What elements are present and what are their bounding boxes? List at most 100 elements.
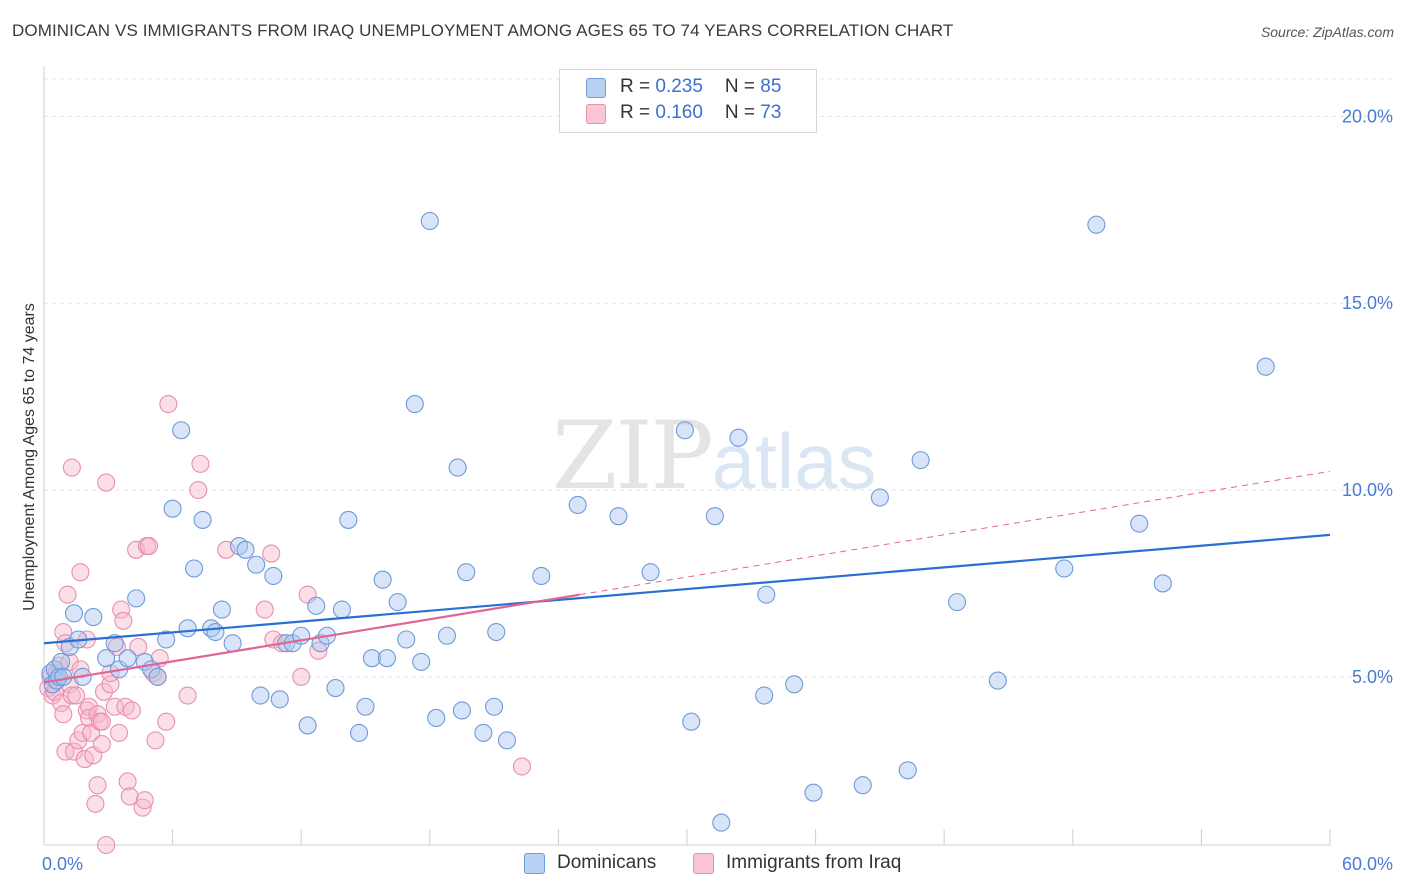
dominican-point	[163, 499, 182, 518]
series-dominicans-points	[41, 211, 1275, 832]
dominican-point	[127, 589, 146, 608]
iraq-point	[135, 791, 154, 810]
iraq-point	[139, 537, 159, 556]
iraq-trend-extension	[579, 470, 1331, 596]
series-legend: Dominicans Immigrants from Iraq	[0, 850, 1406, 880]
dominican-point	[412, 652, 431, 671]
dominican-point	[356, 697, 375, 716]
chart-title: DOMINICAN VS IMMIGRANTS FROM IRAQ UNEMPL…	[12, 21, 954, 40]
dominican-point	[804, 783, 823, 802]
dominican-point	[870, 488, 889, 507]
iraq-point	[122, 701, 141, 720]
legend-r-value: 0.160	[655, 102, 703, 123]
dominican-point	[397, 630, 416, 649]
axes	[43, 66, 1331, 846]
legend-n-value: 73	[760, 102, 782, 123]
dominican-point	[264, 566, 283, 586]
legend-r-label: R =	[620, 76, 656, 97]
dominican-point	[172, 421, 191, 440]
dominican-point	[853, 776, 872, 795]
dominican-point	[1087, 215, 1106, 234]
legend-label-iraq: Immigrants from Iraq	[726, 852, 902, 873]
dominican-point	[311, 634, 330, 653]
dominican-point	[1153, 574, 1172, 593]
x-tick-label: 0.0%	[42, 854, 83, 874]
iraq-point	[292, 667, 311, 686]
iraq-point	[129, 637, 148, 657]
iraq-point	[67, 686, 86, 705]
dominican-point	[457, 563, 476, 582]
dominican-point	[251, 686, 270, 705]
dominican-point	[729, 428, 748, 447]
dominican-point	[420, 211, 439, 231]
dominican-point	[988, 671, 1007, 690]
legend-r-value: 0.235	[655, 76, 703, 97]
iraq-point	[112, 600, 131, 619]
iraq-point	[64, 742, 84, 761]
iraq-point	[133, 798, 152, 817]
iraq-point	[255, 600, 274, 619]
iraq-point	[92, 712, 111, 731]
iraq-point	[189, 480, 208, 500]
dominican-point	[270, 690, 289, 709]
dominican-point	[157, 630, 176, 649]
dominican-point	[497, 731, 517, 750]
dominican-point	[97, 649, 116, 668]
iraq-point	[114, 611, 133, 630]
iraq-point	[71, 563, 90, 582]
legend-r-label: R =	[620, 102, 656, 123]
iraq-point	[97, 835, 116, 855]
source-label: Source: ZipAtlas.com	[1260, 24, 1394, 40]
dominican-point	[452, 701, 472, 720]
dominican-point	[326, 679, 345, 698]
dominican-point	[362, 649, 381, 668]
dominican-point	[485, 697, 504, 716]
dominican-point	[148, 667, 167, 686]
dominican-point	[785, 675, 804, 694]
series-iraq-points	[39, 395, 532, 855]
watermark-atlas: atlas	[711, 417, 877, 505]
iraq-point	[58, 585, 77, 604]
iraq-point	[97, 473, 116, 492]
y-tick-label: 20.0%	[1342, 106, 1393, 126]
iraq-trend-line	[43, 593, 581, 684]
iraq-point	[159, 395, 178, 414]
legend-n-label: N =	[724, 76, 761, 97]
dominican-point	[609, 507, 628, 526]
iraq-point	[75, 750, 94, 769]
iraq-point	[92, 735, 111, 754]
iraq-point	[120, 787, 139, 806]
dominican-point	[1130, 514, 1149, 533]
dominican-point	[388, 593, 407, 612]
dominican-point	[757, 585, 776, 604]
dominican-point	[682, 712, 701, 731]
iraq-point	[45, 682, 64, 701]
dominican-point	[332, 600, 351, 619]
iraq-point	[88, 776, 107, 795]
legend-swatch-blue	[524, 853, 545, 874]
iraq-point	[178, 686, 197, 705]
y-tick-label: 10.0%	[1342, 480, 1393, 500]
dominican-point	[568, 495, 587, 515]
legend-swatch-pink	[586, 104, 606, 124]
dominican-point	[236, 540, 255, 559]
iraq-point	[52, 693, 71, 713]
iraq-point	[146, 731, 165, 750]
iraq-point	[54, 705, 73, 724]
dominican-point	[298, 716, 317, 735]
dominican-point	[1055, 559, 1074, 578]
correlation-legend: R = 0.235 N = 85 R = 0.160 N = 73	[559, 69, 817, 133]
iraq-point	[105, 697, 124, 716]
dominican-point	[377, 649, 396, 668]
dominican-point	[52, 652, 71, 671]
dominican-point	[54, 667, 73, 686]
dominican-point	[184, 559, 204, 578]
legend-n-label: N =	[724, 102, 761, 123]
dominican-point	[427, 708, 446, 728]
dominican-point	[373, 570, 392, 589]
dominicans-trend-line	[43, 533, 1331, 645]
legend-label-dominicans: Dominicans	[557, 852, 657, 873]
dominican-point	[178, 619, 197, 638]
dominican-point	[675, 421, 694, 440]
dominican-point	[487, 622, 506, 642]
